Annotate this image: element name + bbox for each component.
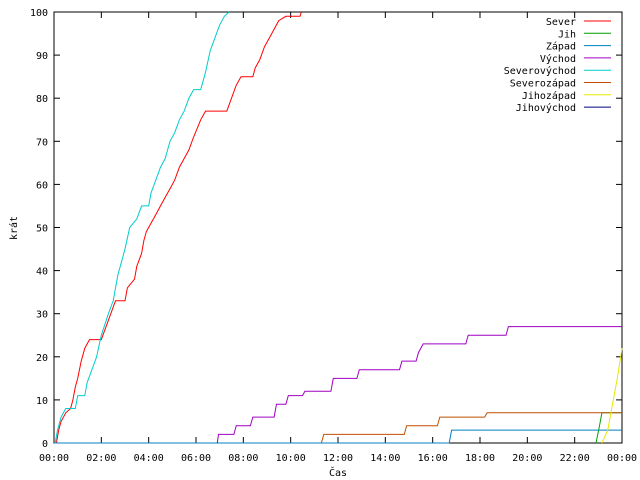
legend-label: Východ	[540, 53, 576, 65]
y-tick-label: 90	[36, 51, 48, 62]
legend-label: Západ	[546, 41, 576, 53]
x-tick-label: 06:00	[181, 453, 211, 464]
series-line-3	[216, 326, 622, 444]
y-tick-label: 10	[36, 396, 48, 407]
y-axis-label: krát	[8, 216, 20, 240]
y-tick-label: 40	[36, 267, 48, 278]
x-tick-label: 16:00	[418, 453, 448, 464]
y-tick-label: 20	[36, 353, 48, 364]
series-line-4	[54, 11, 230, 444]
legend: SeverJihZápadVýchodSeverovýchodSeverozáp…	[504, 17, 611, 114]
x-tick-label: 02:00	[86, 453, 116, 464]
x-tick-label: 22:00	[560, 453, 590, 464]
x-tick-label: 04:00	[134, 453, 164, 464]
x-tick-label: 20:00	[512, 453, 542, 464]
y-tick-label: 50	[36, 224, 48, 235]
series-line-5	[320, 412, 622, 444]
series-line-2	[54, 429, 622, 444]
series-line-6	[601, 348, 623, 444]
legend-label: Jihovýchod	[516, 102, 576, 114]
x-tick-label: 12:00	[323, 453, 353, 464]
x-tick-label: 08:00	[228, 453, 258, 464]
y-tick-label: 0	[42, 439, 48, 450]
y-tick-label: 60	[36, 180, 48, 191]
x-tick-label: 10:00	[276, 453, 306, 464]
legend-label: Jihozápad	[522, 90, 576, 102]
series-lines	[54, 11, 623, 444]
y-tick-label: 80	[36, 94, 48, 105]
axis-ticks: 00:00 02:00 04:00 06:00 08:00 10:00 12:00 14:00…	[30, 8, 637, 464]
series-line-1	[595, 412, 622, 444]
legend-label: Jih	[558, 29, 576, 40]
y-tick-label: 30	[36, 310, 48, 321]
y-tick-label: 100	[30, 8, 48, 19]
series-line-0	[55, 11, 302, 444]
legend-label: Severozápad	[510, 78, 576, 90]
legend-label: Severovýchod	[504, 65, 576, 77]
x-tick-label: 18:00	[465, 453, 495, 464]
legend-label: Sever	[546, 17, 576, 28]
x-axis-label: Čas	[329, 466, 347, 479]
y-tick-label: 70	[36, 137, 48, 148]
x-tick-label: 00:00	[39, 453, 69, 464]
x-tick-label: 14:00	[370, 453, 400, 464]
x-tick-label: 00:00	[607, 453, 637, 464]
